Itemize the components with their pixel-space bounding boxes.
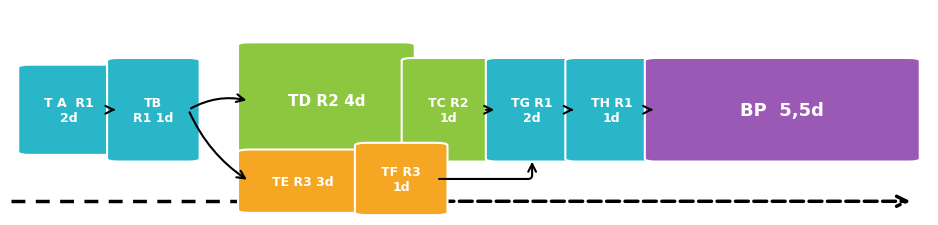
- FancyBboxPatch shape: [355, 143, 447, 215]
- FancyBboxPatch shape: [107, 59, 200, 162]
- Text: T A  R1
2d: T A R1 2d: [44, 96, 94, 124]
- Text: TC R2
1d: TC R2 1d: [428, 96, 468, 124]
- FancyBboxPatch shape: [486, 59, 579, 162]
- Text: TD R2 4d: TD R2 4d: [288, 94, 365, 109]
- FancyBboxPatch shape: [566, 59, 658, 162]
- FancyBboxPatch shape: [18, 65, 120, 155]
- Text: TF R3
1d: TF R3 1d: [382, 165, 421, 193]
- Text: TG R1
2d: TG R1 2d: [511, 96, 552, 124]
- Text: TB
R1 1d: TB R1 1d: [133, 96, 174, 124]
- FancyBboxPatch shape: [238, 43, 415, 160]
- FancyBboxPatch shape: [644, 59, 920, 162]
- FancyBboxPatch shape: [238, 150, 368, 213]
- Text: TH R1
1d: TH R1 1d: [591, 96, 632, 124]
- FancyBboxPatch shape: [401, 59, 494, 162]
- Text: TE R3 3d: TE R3 3d: [272, 175, 334, 188]
- Text: BP  5,5d: BP 5,5d: [740, 101, 825, 119]
